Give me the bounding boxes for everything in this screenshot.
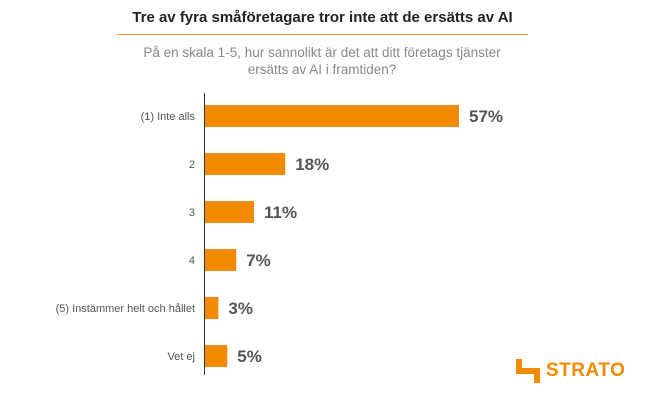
- bar-6: [205, 345, 228, 367]
- category-label-6: Vet ej: [167, 351, 195, 363]
- bar-1: [205, 105, 459, 127]
- strato-logo-icon: [516, 359, 540, 383]
- category-label-1: (1) Inte alls: [141, 111, 196, 123]
- bar-3: [205, 201, 255, 223]
- title-divider: [117, 34, 528, 35]
- chart-subtitle: På en skala 1-5, hur sannolikt är det at…: [143, 45, 501, 77]
- bar-2: [205, 153, 286, 175]
- value-label-5: 3%: [228, 299, 253, 318]
- value-label-1: 57%: [469, 107, 503, 126]
- category-label-5: (5) Instämmer helt och hållet: [56, 303, 195, 315]
- chart-title: Tre av fyra småföretagare tror inte att …: [132, 9, 513, 26]
- bar-5: [205, 297, 219, 319]
- bar-4: [205, 249, 237, 271]
- value-label-4: 7%: [246, 251, 271, 270]
- bar-group: (1) Inte alls 57% 2 18% 3 11% 4 7% (5) Instämmer…: [56, 105, 503, 367]
- strato-logo-text: STRATO: [546, 360, 626, 381]
- category-label-2: 2: [189, 159, 195, 171]
- value-label-6: 5%: [237, 347, 262, 366]
- value-label-2: 18%: [295, 155, 329, 174]
- category-label-4: 4: [189, 255, 195, 267]
- category-label-3: 3: [189, 207, 195, 219]
- value-label-3: 11%: [264, 203, 297, 222]
- strato-logo: STRATO: [516, 359, 625, 383]
